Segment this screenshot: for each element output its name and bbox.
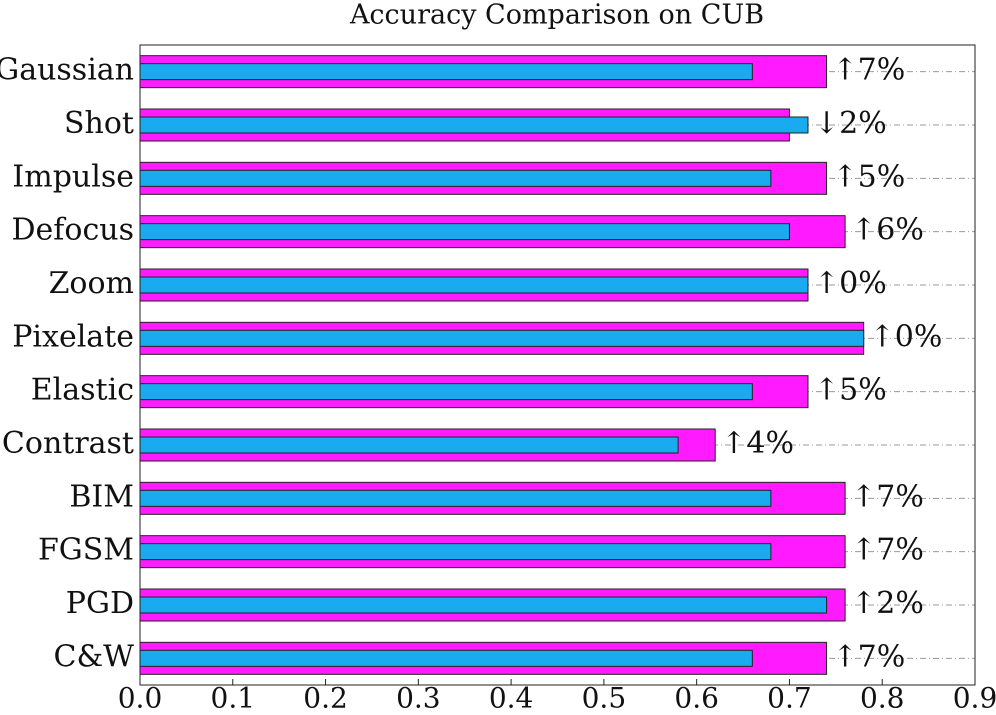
x-tick-label: 0.3	[396, 682, 441, 715]
y-tick-label: Defocus	[12, 213, 135, 248]
y-tick-label: Zoom	[49, 266, 134, 301]
bar	[139, 596, 828, 614]
y-tick-label: Elastic	[31, 373, 134, 408]
y-tick-label: Impulse	[12, 159, 134, 194]
bar	[139, 223, 790, 241]
plot-frame	[139, 44, 976, 686]
annotation: ↑7%	[851, 533, 924, 568]
annotation: ↑7%	[833, 53, 906, 88]
y-tick-label: Pixelate	[12, 319, 134, 354]
x-tick-label: 0.2	[303, 682, 348, 715]
x-tick-label: 0.0	[118, 682, 163, 715]
bar	[139, 489, 772, 507]
bar	[139, 116, 809, 134]
bar	[139, 276, 809, 294]
annotation: ↑5%	[833, 159, 906, 194]
annotation: ↑0%	[870, 319, 943, 354]
x-tick-label: 0.1	[211, 682, 256, 715]
x-tick-label: 0.5	[582, 682, 627, 715]
annotation: ↑4%	[721, 426, 794, 461]
annotation: ↑7%	[851, 479, 924, 514]
bar	[139, 329, 865, 347]
x-tick-label: 0.4	[489, 682, 534, 715]
annotation: ↑7%	[833, 639, 906, 674]
x-tick-label: 0.7	[767, 682, 812, 715]
bar	[139, 543, 772, 561]
y-tick-label: BIM	[69, 479, 134, 514]
annotation: ↑5%	[814, 373, 887, 408]
x-tick-label: 0.9	[953, 682, 996, 715]
y-tick-label: C&W	[54, 639, 135, 674]
y-tick-label: Gaussian	[0, 53, 134, 88]
y-tick-label: Shot	[64, 106, 134, 141]
bar	[139, 383, 753, 401]
bar	[139, 436, 679, 454]
y-tick-label: FGSM	[38, 533, 134, 568]
bar	[139, 649, 753, 667]
x-tick-label: 0.8	[860, 682, 905, 715]
x-tick-label: 0.6	[674, 682, 719, 715]
y-tick-label: Contrast	[2, 426, 134, 461]
annotation: ↑2%	[851, 586, 924, 621]
annotation: ↓2%	[814, 106, 887, 141]
annotation: ↑6%	[851, 213, 924, 248]
bar	[139, 169, 772, 187]
y-tick-label: PGD	[66, 586, 134, 621]
bar	[139, 63, 753, 81]
annotation: ↑0%	[814, 266, 887, 301]
chart-title: Accuracy Comparison on CUB	[349, 0, 764, 31]
